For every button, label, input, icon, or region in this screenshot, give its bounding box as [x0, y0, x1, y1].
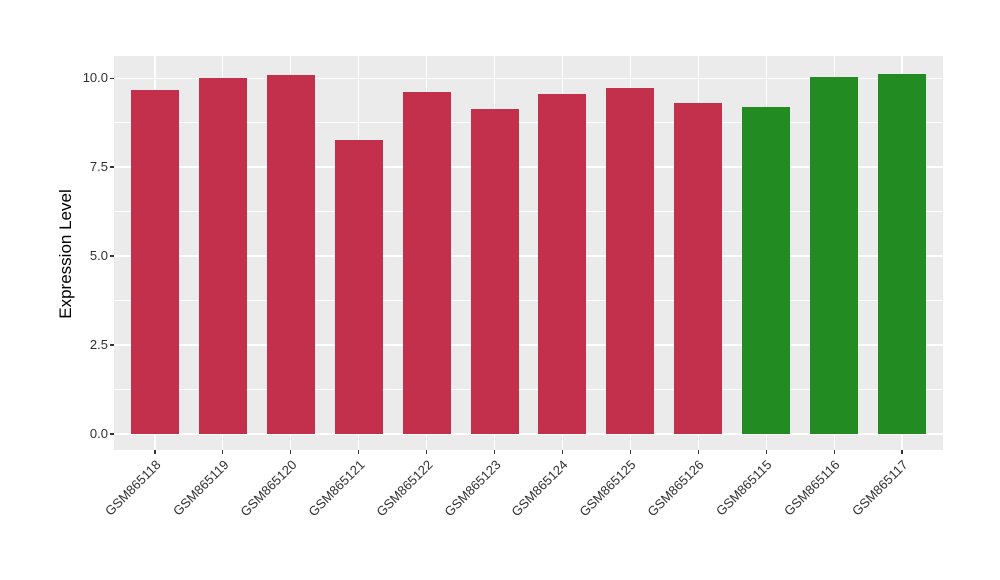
x-tick-mark [425, 450, 428, 454]
x-tick-label: GSM865119 [169, 457, 232, 519]
minor-gridline [114, 211, 943, 213]
x-tick-label: GSM865117 [849, 457, 911, 519]
x-tick-mark [289, 450, 292, 454]
x-tick-mark [357, 450, 360, 454]
y-tick-mark [110, 344, 114, 346]
y-tick-label: 5.0 [89, 248, 108, 264]
y-tick-mark [110, 166, 114, 168]
x-tick-mark [493, 450, 496, 454]
bar-GSM865119 [198, 77, 247, 434]
bar-GSM865123 [470, 108, 519, 434]
bar-GSM865125 [606, 88, 655, 434]
x-tick-mark [765, 450, 768, 454]
y-tick-label: 2.5 [89, 337, 108, 353]
x-tick-mark [561, 450, 564, 454]
x-tick-label: GSM865123 [440, 457, 504, 520]
x-tick-mark [697, 450, 700, 454]
y-tick-mark [110, 433, 114, 435]
major-gridline [114, 166, 943, 168]
bar-GSM865122 [402, 92, 451, 434]
y-tick-label: 10.0 [82, 70, 108, 86]
major-gridline [114, 255, 943, 257]
y-tick-label: 7.5 [89, 159, 108, 175]
major-gridline [114, 77, 943, 80]
minor-gridline [114, 122, 943, 124]
x-tick-label: GSM865121 [304, 457, 368, 520]
x-tick-mark [154, 450, 156, 454]
y-tick-label: 0.0 [89, 426, 108, 441]
x-tick-mark [833, 450, 836, 454]
bar-GSM865117 [878, 74, 927, 434]
minor-gridline [114, 389, 943, 390]
bar-GSM865118 [130, 90, 179, 434]
x-tick-label: GSM865124 [508, 457, 572, 520]
x-tick-label: GSM865122 [372, 457, 436, 520]
y-tick-mark [110, 77, 114, 80]
x-tick-label: GSM865118 [101, 457, 164, 519]
bar-GSM865124 [538, 94, 587, 434]
x-tick-mark [901, 450, 903, 454]
major-gridline [114, 433, 943, 435]
plot-panel [114, 56, 943, 450]
x-tick-label: GSM865120 [237, 457, 300, 520]
x-tick-mark [221, 450, 224, 454]
x-tick-label: GSM865125 [576, 457, 640, 520]
x-tick-mark [629, 450, 632, 454]
x-tick-label: GSM865126 [644, 457, 707, 520]
bar-GSM865115 [742, 107, 791, 434]
bar-GSM865121 [334, 139, 383, 434]
bar-GSM865126 [674, 102, 723, 434]
y-tick-mark [110, 255, 114, 257]
minor-gridline [114, 300, 943, 301]
x-tick-label: GSM865116 [781, 457, 843, 519]
bar-GSM865120 [266, 75, 315, 434]
x-tick-label: GSM865115 [713, 457, 775, 519]
bar-GSM865116 [810, 76, 859, 434]
major-gridline [114, 344, 943, 346]
